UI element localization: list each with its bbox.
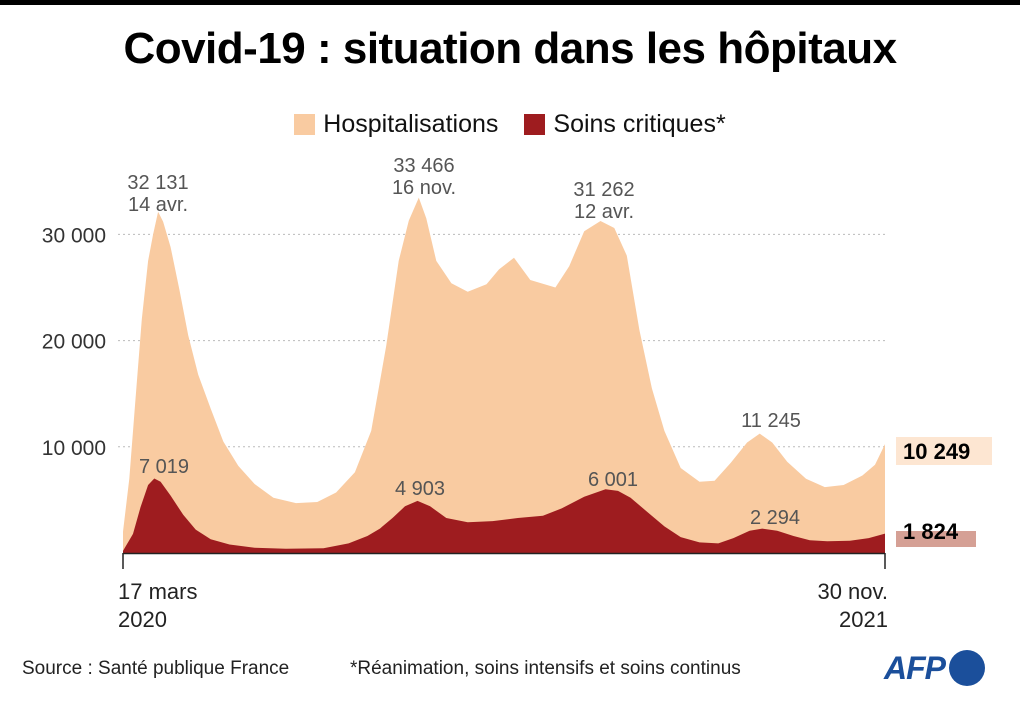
data-label-hospitalisations-peak: 11 245 [741, 410, 801, 432]
area-soins-critiques [123, 478, 885, 553]
legend-swatch-soins-critiques [524, 114, 546, 135]
chart-title: Covid-19 : situation dans les hôpitaux [123, 24, 897, 73]
data-label-hospitalisations-peak: 31 262 [573, 179, 634, 201]
last-value-hospitalisations: 10 249 [903, 439, 970, 464]
legend-swatch-hospitalisations [294, 114, 316, 135]
x-tick-label: 2020 [118, 607, 167, 632]
data-label-hospitalisations-date: 14 avr. [128, 194, 188, 216]
x-tick-label: 17 mars [118, 579, 197, 604]
data-label-soins-critiques-peak: 4 903 [395, 478, 445, 500]
source-note: Source : Santé publique France [22, 658, 290, 679]
y-tick-label: 30 000 [42, 224, 106, 247]
y-tick-label: 10 000 [42, 437, 106, 460]
last-value-soins-critiques: 1 824 [903, 519, 959, 544]
data-label-hospitalisations-peak: 33 466 [393, 155, 454, 177]
last-value-bg-soins-critiques [896, 531, 976, 547]
data-label-soins-critiques-peak: 6 001 [588, 469, 638, 491]
data-label-soins-critiques-peak: 7 019 [139, 456, 189, 478]
data-label-hospitalisations-peak: 32 131 [127, 172, 188, 194]
legend-label-soins-critiques: Soins critiques* [553, 110, 726, 138]
data-label-hospitalisations-date: 16 nov. [392, 177, 456, 199]
afp-logo-text: AFP [884, 649, 946, 686]
x-tick-label: 30 nov. [817, 579, 888, 604]
area-hospitalisations [123, 197, 885, 553]
x-tick-label: 2021 [839, 607, 888, 632]
data-label-soins-critiques-peak: 2 294 [750, 507, 800, 529]
legend-item-hospitalisations: Hospitalisations [294, 110, 498, 139]
legend: Hospitalisations Soins critiques* [0, 110, 1020, 139]
data-label-hospitalisations-date: 12 avr. [574, 201, 634, 223]
top-rule [0, 0, 1020, 5]
legend-label-hospitalisations: Hospitalisations [323, 110, 499, 138]
footnote: *Réanimation, soins intensifs et soins c… [350, 658, 741, 679]
afp-logo: AFP [884, 648, 985, 688]
last-value-bg-hospitalisations [896, 437, 992, 465]
afp-logo-dot [949, 650, 985, 686]
legend-item-soins-critiques: Soins critiques* [524, 110, 726, 139]
y-tick-label: 20 000 [42, 331, 106, 354]
